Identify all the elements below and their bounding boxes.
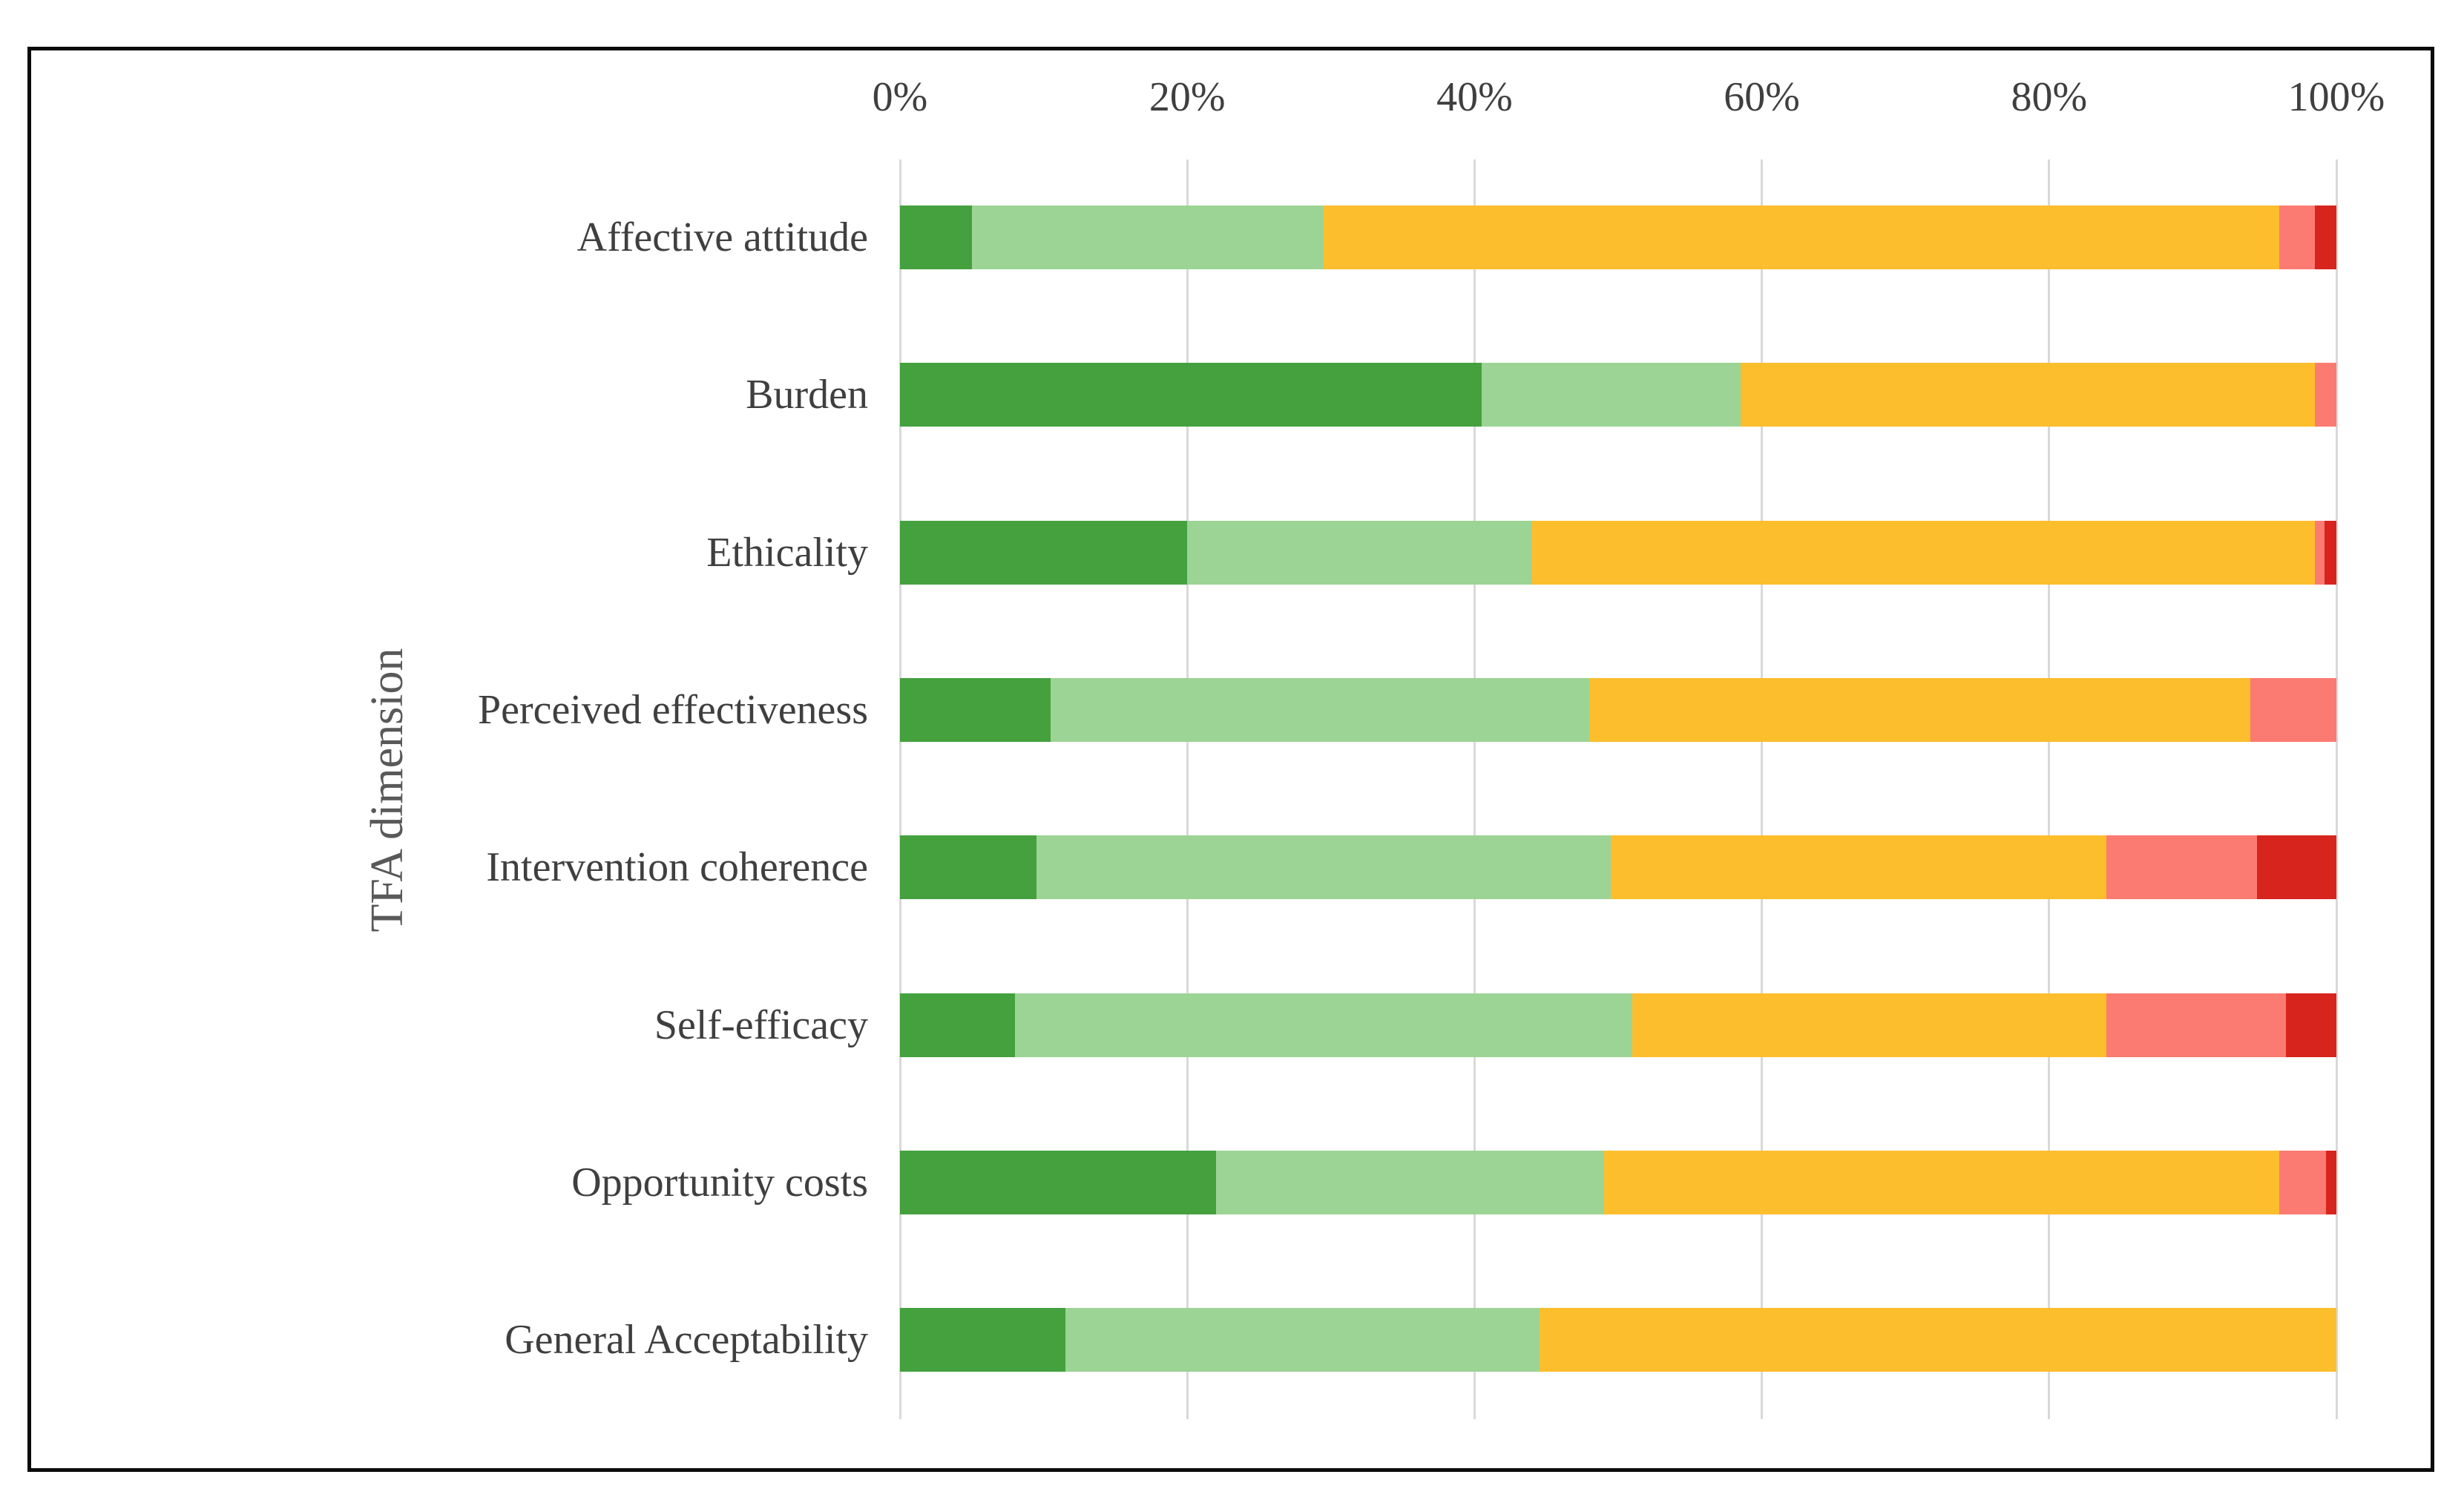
bar-row [900,1308,2336,1372]
bar-row [900,363,2336,427]
plot-area [898,160,2338,1419]
bar-segment-dark-green-strongly-positive [900,993,1015,1057]
bar-segment-dark-red-strongly-negative [2314,205,2336,269]
bar-row [900,1150,2336,1214]
bar-segment-dark-red-strongly-negative [2257,835,2336,900]
gridline-80pct [2048,160,2051,1419]
bar-segment-light-green-positive [1482,363,1741,427]
bar-segment-orange-neutral [1603,1150,2279,1214]
bar-segment-salmon-negative [2314,520,2325,585]
bar-segment-dark-green-strongly-positive [900,520,1188,585]
bar-segment-light-green-positive [1051,677,1590,742]
x-tick-label: 80% [2011,74,2088,120]
category-label: Ethicality [706,529,868,576]
bar-row [900,520,2336,585]
category-label: Perceived effectiveness [477,686,868,733]
gridline-40pct [1473,160,1476,1419]
category-label: Self-efficacy [654,1002,868,1048]
x-tick-label: 20% [1149,74,1226,120]
bar-segment-orange-neutral [1531,520,2315,585]
gridline-100pct [2335,160,2338,1419]
gridline-20pct [1186,160,1189,1419]
category-label: Opportunity costs [571,1159,868,1206]
bar-segment-dark-green-strongly-positive [900,677,1051,742]
x-tick-label: 0% [872,74,928,120]
bar-segment-salmon-negative [2314,363,2336,427]
x-tick-label: 40% [1436,74,1513,120]
gridline-60pct [1761,160,1764,1419]
bar-segment-dark-red-strongly-negative [2326,1150,2336,1214]
bar-segment-orange-neutral [1632,993,2107,1057]
bar-row [900,835,2336,900]
bar-segment-orange-neutral [1324,205,2279,269]
bar-segment-light-green-positive [1014,993,1633,1057]
bar-segment-orange-neutral [1740,363,2315,427]
bar-segment-salmon-negative [2279,205,2315,269]
bar-segment-dark-green-strongly-positive [900,1150,1216,1214]
bar-segment-light-green-positive [1036,835,1612,900]
bar-segment-salmon-negative [2250,677,2336,742]
bar-segment-light-green-positive [1215,1150,1604,1214]
bar-segment-dark-green-strongly-positive [900,205,972,269]
bar-segment-salmon-negative [2106,993,2287,1057]
bar-segment-salmon-negative [2279,1150,2327,1214]
bar-segment-dark-green-strongly-positive [900,363,1482,427]
bar-segment-orange-neutral [1611,835,2107,900]
chart-frame: TFA dimension 0% 20% 40% 60% 80% 100% Affecti… [27,47,2434,1472]
bar-row [900,677,2336,742]
x-tick-label: 60% [1724,74,1800,120]
category-label: Burden [746,372,868,418]
bar-segment-dark-green-strongly-positive [900,1308,1065,1372]
category-label: Intervention coherence [486,844,868,891]
gridline-0pct [898,160,901,1419]
bar-segment-light-green-positive [1065,1308,1540,1372]
x-tick-label: 100% [2287,74,2385,120]
bar-segment-dark-red-strongly-negative [2286,993,2336,1057]
bar-row [900,993,2336,1057]
bar-segment-orange-neutral [1539,1308,2336,1372]
y-axis-title: TFA dimension [362,648,413,933]
bar-row [900,205,2336,269]
category-label: General Acceptability [505,1317,868,1364]
bar-segment-salmon-negative [2106,835,2258,900]
bar-segment-light-green-positive [1187,520,1532,585]
bar-segment-dark-red-strongly-negative [2325,520,2336,585]
category-label: Affective attitude [576,214,868,260]
bar-segment-dark-green-strongly-positive [900,835,1036,900]
bar-segment-orange-neutral [1589,677,2250,742]
bar-segment-light-green-positive [971,205,1324,269]
